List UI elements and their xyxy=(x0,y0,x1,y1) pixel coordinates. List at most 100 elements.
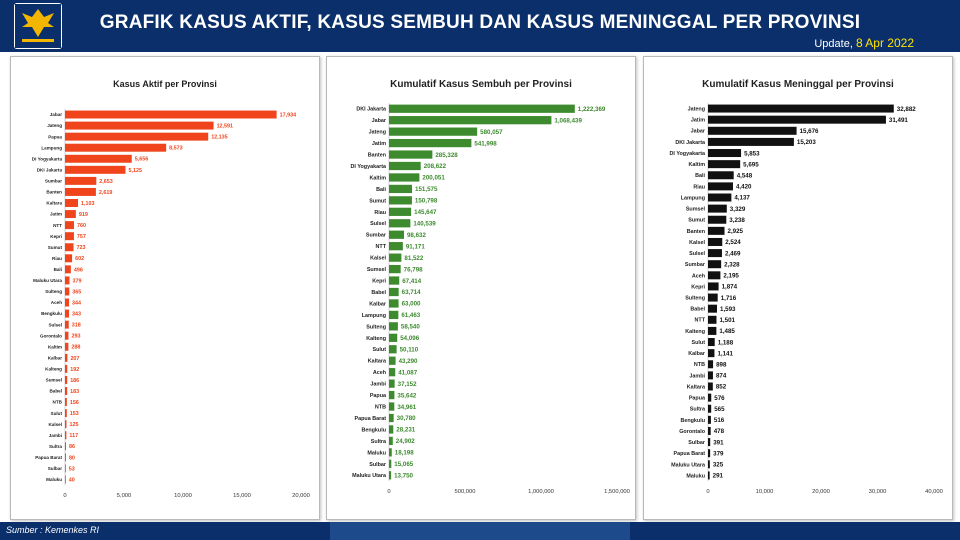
value-label: 34,961 xyxy=(397,404,416,411)
value-label: 125 xyxy=(69,422,78,428)
value-label: 58,540 xyxy=(401,324,420,331)
active-cases-chart: Kasus Aktif per Provinsi Jabar 17,934 Jaten… xyxy=(32,79,310,499)
value-label: 86 xyxy=(69,444,75,450)
bar xyxy=(389,310,399,320)
value-label: 379 xyxy=(713,450,724,457)
bar xyxy=(708,171,734,180)
category-label: Sulteng xyxy=(366,324,386,330)
category-label: DI Yogyakarta xyxy=(670,151,706,157)
value-label: 3,329 xyxy=(730,206,746,213)
value-label: 576 xyxy=(714,395,725,402)
value-label: 291 xyxy=(713,473,724,480)
bar xyxy=(389,322,398,331)
category-label: Sumut xyxy=(48,245,63,250)
category-label: Maluku xyxy=(367,450,386,456)
bar xyxy=(65,353,68,362)
category-label: Kalteng xyxy=(685,329,705,335)
value-label: 4,548 xyxy=(737,172,753,179)
value-label: 183 xyxy=(70,389,79,395)
value-label: 50,110 xyxy=(400,347,419,354)
value-label: 852 xyxy=(716,384,727,391)
value-label: 1,874 xyxy=(722,284,738,291)
bar xyxy=(708,249,722,258)
bar xyxy=(389,264,401,274)
value-label: 516 xyxy=(714,417,725,424)
bar xyxy=(389,379,395,388)
x-tick-label: 40,000 xyxy=(925,489,943,495)
value-label: 76,798 xyxy=(404,266,423,273)
value-label: 478 xyxy=(714,428,725,435)
bar xyxy=(65,331,69,340)
value-label: 919 xyxy=(79,212,88,218)
category-label: Jateng xyxy=(47,123,62,128)
value-label: 1,188 xyxy=(718,339,734,346)
bar xyxy=(389,219,411,228)
value-label: 874 xyxy=(716,373,727,380)
bar xyxy=(708,371,713,380)
bar xyxy=(65,254,73,263)
value-label: 5,853 xyxy=(744,150,760,157)
recovered-cases-panel: Kumulatif Kasus Sembuh per Provinsi DKI J… xyxy=(326,56,636,520)
category-label: Gorontalo xyxy=(679,429,705,435)
bar xyxy=(389,413,394,423)
value-label: 12,591 xyxy=(217,124,234,130)
value-label: 293 xyxy=(71,334,80,340)
garuda-emblem-icon xyxy=(15,4,61,48)
bar xyxy=(708,415,711,424)
category-label: Kaltim xyxy=(689,162,706,168)
x-tick-label: 0 xyxy=(63,493,66,499)
category-label: Sulsel xyxy=(689,251,705,257)
category-label: Sulsel xyxy=(48,322,62,327)
category-label: Sumut xyxy=(688,218,705,224)
category-label: Jambi xyxy=(370,382,386,388)
bar xyxy=(708,404,712,413)
category-label: Sumbar xyxy=(45,179,62,184)
value-label: 318 xyxy=(72,323,81,329)
bar xyxy=(65,309,70,318)
value-label: 2,925 xyxy=(728,228,744,235)
value-label: 8,573 xyxy=(169,146,183,152)
value-label: 496 xyxy=(74,267,83,273)
category-label: Kepri xyxy=(372,278,386,284)
x-tick-label: 0 xyxy=(706,489,709,495)
bar xyxy=(65,121,214,130)
bar xyxy=(65,364,68,373)
category-label: Kaltim xyxy=(370,175,387,181)
bar xyxy=(65,221,74,230)
bar xyxy=(708,204,727,213)
value-label: 2,328 xyxy=(724,261,740,268)
value-label: 580,057 xyxy=(480,129,503,136)
bar xyxy=(389,150,433,159)
bar xyxy=(65,442,67,451)
bar xyxy=(708,393,712,402)
value-label: 285,328 xyxy=(435,152,458,159)
category-label: Kaltara xyxy=(368,359,387,365)
category-label: Sultra xyxy=(690,407,706,413)
value-label: 379 xyxy=(72,278,81,284)
category-label: Riau xyxy=(374,210,386,216)
bar xyxy=(389,368,396,377)
category-label: Sulteng xyxy=(45,289,62,294)
chart-title: Kasus Aktif per Provinsi xyxy=(113,79,217,89)
category-label: Kalsel xyxy=(48,422,62,427)
value-label: 1,593 xyxy=(720,306,736,313)
bar xyxy=(708,182,733,191)
category-label: Papua Barat xyxy=(674,451,706,457)
category-label: Kalbar xyxy=(369,301,387,307)
category-label: Papua xyxy=(689,396,706,402)
value-label: 565 xyxy=(714,406,725,413)
bar xyxy=(389,230,404,239)
value-label: 723 xyxy=(77,245,86,251)
bar xyxy=(65,210,76,219)
category-label: Kepri xyxy=(50,234,62,239)
value-label: 208,622 xyxy=(424,163,447,170)
value-label: 1,103 xyxy=(81,201,95,207)
value-label: 153 xyxy=(70,411,79,417)
bar xyxy=(708,226,725,235)
bar xyxy=(708,115,886,124)
category-label: Kaltara xyxy=(46,201,62,206)
value-label: 24,902 xyxy=(396,438,415,445)
category-label: Sumsel xyxy=(367,267,387,273)
value-label: 1,141 xyxy=(717,350,733,357)
x-tick-label: 500,000 xyxy=(455,489,476,495)
